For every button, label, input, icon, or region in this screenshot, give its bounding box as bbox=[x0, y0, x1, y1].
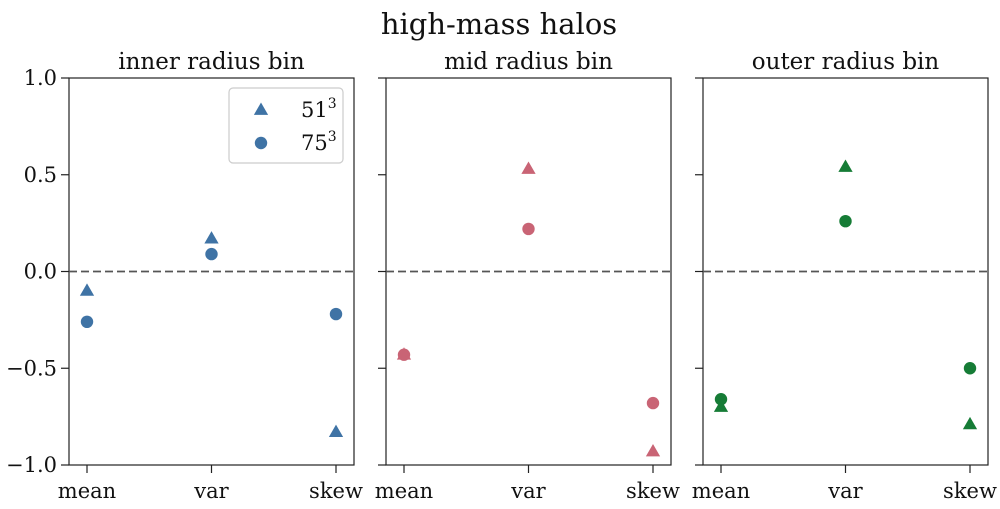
marker-triangle-mean bbox=[713, 399, 729, 412]
panel-title: mid radius bin bbox=[444, 49, 613, 75]
panel-title: inner radius bin bbox=[118, 49, 305, 75]
x-tick-label: var bbox=[827, 479, 863, 503]
panel-title: outer radius bin bbox=[752, 49, 940, 75]
marker-circle-var bbox=[839, 214, 852, 228]
legend-triangle-icon bbox=[253, 102, 269, 115]
legend-label-base: 51 bbox=[301, 98, 328, 122]
x-tick-label: var bbox=[510, 479, 546, 503]
legend-label-exponent: 3 bbox=[328, 129, 337, 145]
marker-circle-skew bbox=[646, 396, 660, 410]
marker-triangle-skew bbox=[328, 424, 344, 437]
x-tick-label: skew bbox=[626, 479, 680, 503]
y-tick-label: 1.0 bbox=[24, 66, 57, 90]
x-tick-label: mean bbox=[58, 479, 116, 503]
marker-circle-mean bbox=[80, 315, 94, 329]
legend-label-exponent: 3 bbox=[328, 96, 337, 112]
marker-triangle-var bbox=[521, 161, 536, 174]
x-tick-label: skew bbox=[943, 479, 997, 503]
figure-title: high-mass halos bbox=[381, 7, 617, 41]
x-tick-label: var bbox=[193, 479, 229, 503]
y-tick-label: 0.5 bbox=[24, 163, 57, 187]
legend-label: 753 bbox=[301, 129, 337, 155]
marker-circle-var bbox=[522, 222, 535, 236]
x-tick-label: skew bbox=[309, 479, 363, 503]
marker-circle-var bbox=[205, 247, 218, 261]
x-tick-label: mean bbox=[692, 479, 750, 503]
legend-circle-icon bbox=[254, 136, 268, 150]
legend-label: 513 bbox=[301, 96, 337, 122]
y-tick-label: −0.5 bbox=[6, 356, 57, 380]
marker-triangle-skew bbox=[962, 416, 978, 430]
marker-circle-skew bbox=[963, 362, 977, 375]
marker-triangle-mean bbox=[79, 283, 95, 296]
legend-label-base: 75 bbox=[301, 131, 328, 155]
marker-circle-skew bbox=[329, 307, 343, 321]
marker-circle-mean bbox=[714, 393, 728, 406]
x-tick-label: mean bbox=[375, 479, 433, 503]
marker-triangle-skew bbox=[645, 443, 661, 457]
marker-circle-mean bbox=[397, 348, 411, 361]
y-tick-label: 0.0 bbox=[24, 260, 57, 284]
marker-triangle-var bbox=[838, 159, 853, 172]
panel-2: mid radius bin mean var skew bbox=[375, 49, 680, 503]
y-tick-label: −1.0 bbox=[6, 453, 57, 477]
panel-3: outer radius bin mean var skew bbox=[692, 49, 997, 503]
marker-triangle-var bbox=[204, 231, 219, 244]
